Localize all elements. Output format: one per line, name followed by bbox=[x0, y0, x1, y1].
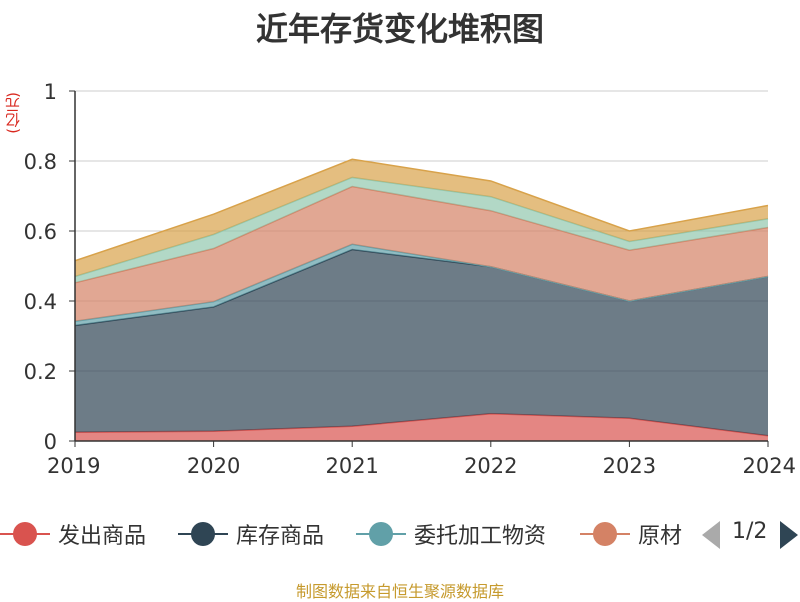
area-series[interactable] bbox=[75, 249, 768, 436]
area-series[interactable] bbox=[75, 413, 768, 441]
legend-item-yuancailiao[interactable]: 原材料 bbox=[580, 514, 682, 554]
x-tick-label: 2019 bbox=[47, 454, 100, 478]
x-tick-label: 2023 bbox=[603, 454, 656, 478]
series-line bbox=[74, 158, 769, 262]
area-layer bbox=[74, 158, 769, 441]
legend-prev-page-icon[interactable] bbox=[702, 521, 720, 549]
x-tick-label: 2024 bbox=[743, 454, 796, 478]
axis-layer: 0 0.2 0.4 0.6 0.8 1 2019 2020 2021 2022 2023 2024 bbox=[24, 80, 796, 478]
legend-marker-fachushangpin bbox=[0, 514, 50, 554]
y-axis-unit-label: (亿元) bbox=[4, 92, 22, 134]
x-tick-label: 2021 bbox=[325, 454, 378, 478]
data-source-note: 制图数据来自恒生聚源数据库 bbox=[295, 582, 504, 601]
y-tick-label: 0.6 bbox=[24, 220, 57, 244]
legend-item-fachushangpin[interactable]: 发出商品 bbox=[0, 514, 146, 554]
legend-label: 库存商品 bbox=[236, 524, 325, 549]
chart-title: 近年存货变化堆积图 bbox=[255, 10, 544, 48]
legend-label: 委托加工物资 bbox=[414, 524, 547, 549]
area-series[interactable] bbox=[75, 159, 768, 277]
legend-marker-weituojiagong bbox=[356, 514, 406, 554]
y-tick-label: 0 bbox=[44, 430, 57, 454]
x-tick-label: 2020 bbox=[187, 454, 240, 478]
legend: 发出商品 库存商品 委托加工物资 原材料 bbox=[0, 514, 800, 554]
y-tick-label: 0.4 bbox=[24, 290, 57, 314]
legend-marker-kucunshangpin bbox=[178, 514, 228, 554]
legend-label: 原材料 bbox=[638, 524, 682, 549]
legend-page-indicator: 1/2 bbox=[732, 519, 768, 544]
y-tick-label: 0.2 bbox=[24, 360, 57, 384]
legend-label: 发出商品 bbox=[58, 524, 147, 549]
area-series[interactable] bbox=[75, 186, 768, 322]
y-tick-label: 1 bbox=[44, 80, 57, 104]
x-tick-label: 2022 bbox=[464, 454, 517, 478]
legend-marker-yuancailiao bbox=[580, 514, 630, 554]
legend-item-weituojiagong[interactable]: 委托加工物资 bbox=[356, 514, 546, 554]
legend-next-page-icon[interactable] bbox=[780, 521, 798, 549]
area-series[interactable] bbox=[75, 177, 768, 283]
legend-item-kucunshangpin[interactable]: 库存商品 bbox=[178, 514, 324, 554]
y-tick-label: 0.8 bbox=[24, 150, 57, 174]
